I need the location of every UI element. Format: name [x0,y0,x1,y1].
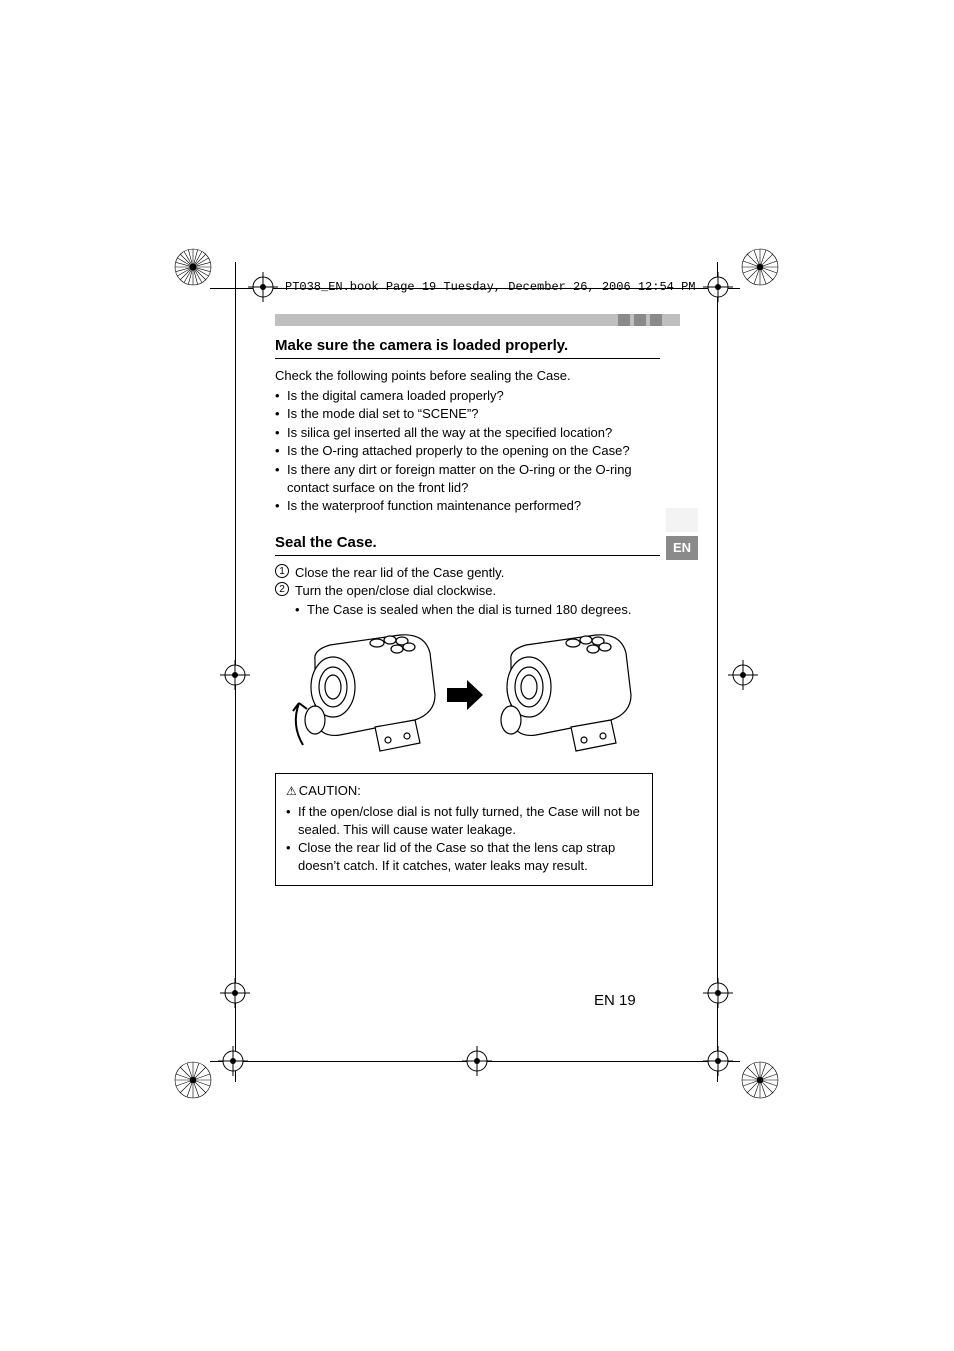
bullet-item: Is silica gel inserted all the way at th… [275,424,660,442]
camera-housing-right-icon [481,625,651,765]
bullet-item: Is the O-ring attached properly to the o… [275,442,660,460]
step-text: Turn the open/close dial clockwise. [295,583,496,598]
bullet-item: Is there any dirt or foreign matter on t… [275,461,660,496]
camera-housing-left-icon [285,625,455,765]
warning-triangle-icon: ⚠ [286,783,297,799]
crosshair-icon [248,272,278,302]
section2-rule [275,555,660,556]
crosshair-icon [218,1046,248,1076]
step-item: 1 Close the rear lid of the Case gently. [275,564,660,582]
caution-box: ⚠CAUTION: If the open/close dial is not … [275,773,653,887]
crosshair-icon [703,272,733,302]
caution-label: CAUTION: [299,783,361,798]
crosshair-icon [703,1046,733,1076]
caution-item: If the open/close dial is not fully turn… [286,803,642,838]
section2-title: Seal the Case. [275,533,660,553]
registration-rosette-icon [740,247,780,287]
registration-rosette-icon [740,1060,780,1100]
figure-seal-case [275,625,645,765]
bullet-item: Is the waterproof function maintenance p… [275,497,660,515]
crosshair-icon [703,978,733,1008]
section1-title: Make sure the camera is loaded properly. [275,336,660,356]
crop-line-right [717,262,718,1082]
crosshair-icon [220,660,250,690]
lang-tab-shadow [666,508,698,532]
step-number-icon: 1 [275,564,289,578]
lang-tab: EN [666,536,698,560]
section1-intro: Check the following points before sealin… [275,367,660,385]
caution-bullets: If the open/close dial is not fully turn… [286,803,642,874]
arrow-right-icon [447,680,483,710]
crosshair-icon [220,978,250,1008]
page-content: Make sure the camera is loaded properly.… [275,330,660,886]
step-item: 2 Turn the open/close dial clockwise. [275,582,660,600]
caution-title: ⚠CAUTION: [286,782,642,800]
caution-item: Close the rear lid of the Case so that t… [286,839,642,874]
bullet-item: Is the mode dial set to “SCENE”? [275,405,660,423]
page-number: EN 19 [594,992,636,1009]
registration-rosette-icon [173,247,213,287]
section2-steps: 1Close the rear lid of the Case gently. … [275,564,660,600]
header-squares [618,314,662,326]
step-text: Close the rear lid of the Case gently. [295,565,504,580]
section1-rule [275,358,660,359]
crop-metadata: PT038_EN.book Page 19 Tuesday, December … [285,280,695,294]
bullet-item: Is the digital camera loaded properly? [275,387,660,405]
registration-rosette-icon [173,1060,213,1100]
step-number-icon: 2 [275,582,289,596]
section2-substep: The Case is sealed when the dial is turn… [275,601,660,619]
crosshair-icon [462,1046,492,1076]
section1-bullets: Is the digital camera loaded properly? I… [275,387,660,515]
crosshair-icon [728,660,758,690]
